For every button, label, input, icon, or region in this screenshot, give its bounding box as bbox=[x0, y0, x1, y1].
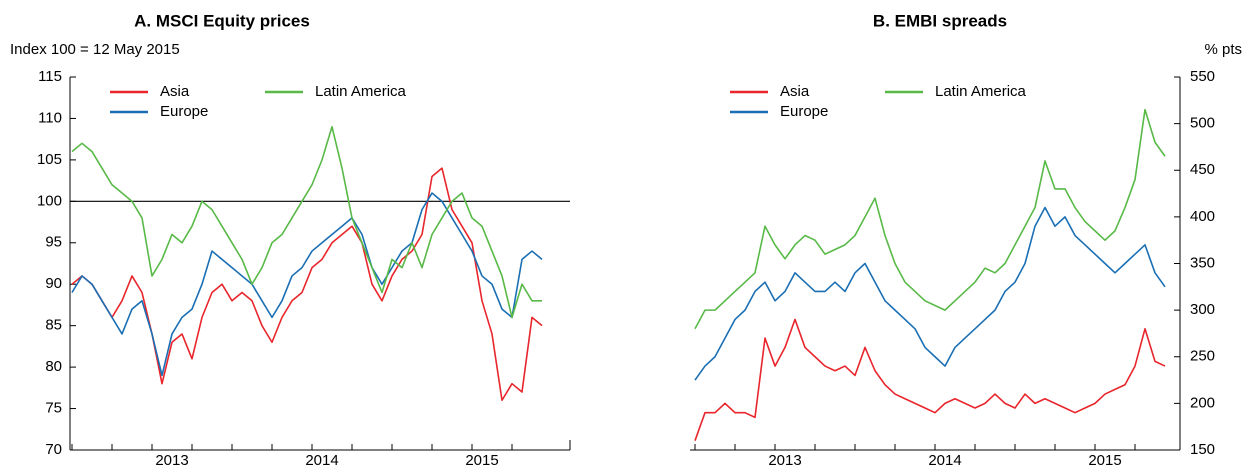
y-tick-label: 550 bbox=[1190, 68, 1215, 85]
chart-title: A. MSCI Equity prices bbox=[134, 11, 310, 30]
y-tick-label: 500 bbox=[1190, 115, 1215, 132]
legend-label: Latin America bbox=[935, 83, 1027, 100]
y-tick-label: 110 bbox=[38, 109, 62, 126]
legend-label: Asia bbox=[780, 83, 810, 100]
x-tick-label: 2014 bbox=[928, 452, 961, 469]
y-tick-label: 350 bbox=[1190, 254, 1215, 271]
y-tick-label: 95 bbox=[45, 234, 62, 251]
y-tick-label: 90 bbox=[45, 275, 62, 292]
y-tick-label: 105 bbox=[37, 151, 62, 168]
series-line bbox=[694, 318, 1166, 441]
y-tick-label: 80 bbox=[45, 358, 62, 375]
y-tick-label: 400 bbox=[1190, 208, 1215, 225]
y-tick-label: 300 bbox=[1190, 301, 1215, 318]
y-tick-label: 450 bbox=[1190, 161, 1215, 178]
y-tick-label: 200 bbox=[1190, 394, 1215, 411]
legend-label: Europe bbox=[780, 103, 828, 120]
legend-label: Asia bbox=[160, 83, 190, 100]
y-tick-label: 115 bbox=[38, 68, 62, 85]
y-axis-label: Index 100 = 12 May 2015 bbox=[10, 41, 180, 58]
y-tick-label: 150 bbox=[1190, 441, 1215, 458]
y-tick-label: 70 bbox=[45, 441, 62, 458]
x-tick-label: 2015 bbox=[1088, 452, 1121, 469]
y-tick-label: 250 bbox=[1190, 348, 1215, 365]
x-tick-label: 2013 bbox=[768, 452, 801, 469]
chart-title: B. EMBI spreads bbox=[873, 11, 1007, 30]
series-line bbox=[694, 206, 1166, 381]
x-tick-label: 2015 bbox=[465, 452, 498, 469]
y-tick-label: 75 bbox=[45, 400, 62, 417]
legend-label: Europe bbox=[160, 103, 208, 120]
series-line bbox=[694, 108, 1166, 330]
y-tick-label: 100 bbox=[37, 192, 62, 209]
x-tick-label: 2014 bbox=[305, 452, 338, 469]
series-line bbox=[71, 125, 542, 319]
series-line bbox=[71, 167, 543, 402]
series-line bbox=[71, 192, 543, 377]
y-tick-label: 85 bbox=[45, 317, 62, 334]
y-axis-label: % pts bbox=[1204, 41, 1242, 58]
legend-label: Latin America bbox=[315, 83, 407, 100]
x-tick-label: 2013 bbox=[155, 452, 188, 469]
